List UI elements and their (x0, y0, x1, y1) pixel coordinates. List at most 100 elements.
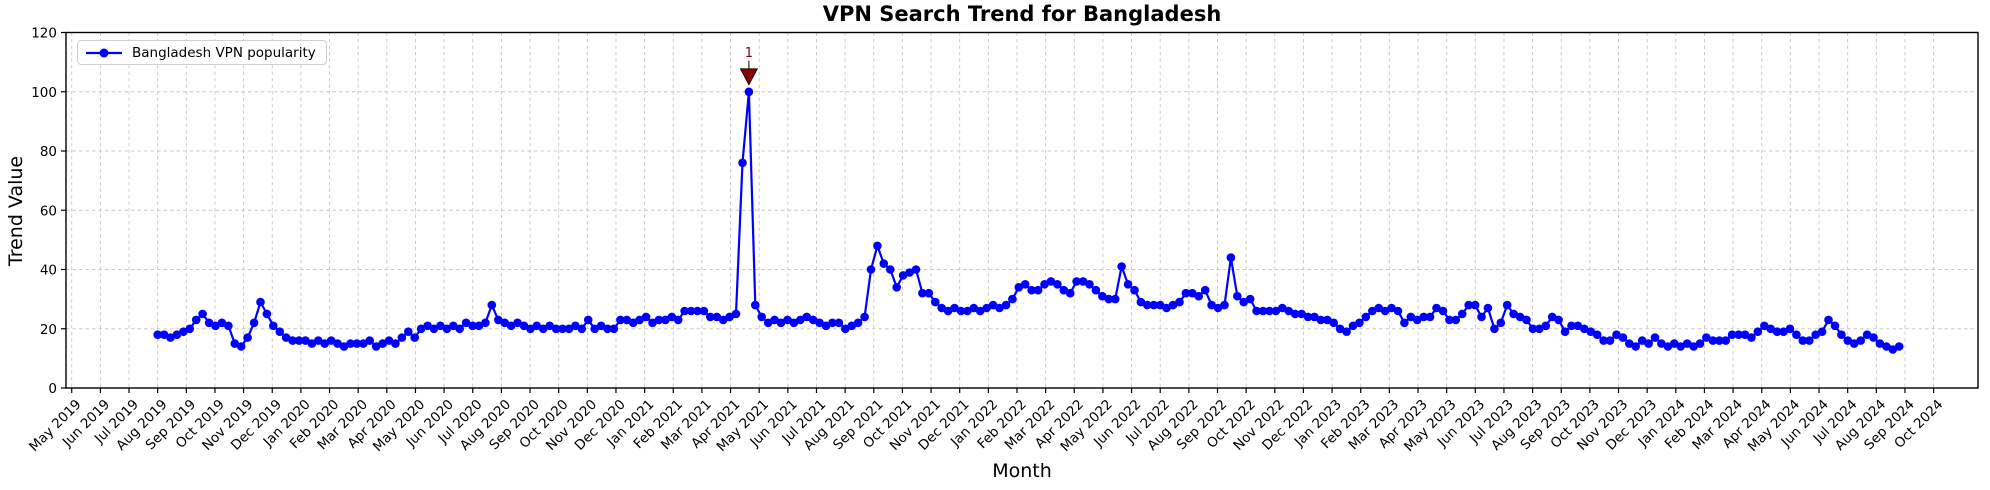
data-point-marker (1194, 291, 1203, 301)
data-point-marker (1580, 324, 1589, 334)
data-point-marker (1200, 285, 1210, 295)
data-point-marker (969, 303, 979, 313)
data-point-marker (166, 333, 175, 342)
data-point-marker (1625, 339, 1634, 348)
data-point-marker (1027, 285, 1036, 295)
data-point-marker (1875, 339, 1885, 348)
data-point-marker (526, 324, 535, 334)
data-point-marker (1271, 306, 1281, 316)
data-point-marker (191, 315, 201, 325)
data-point-marker (1670, 339, 1679, 348)
data-point-marker (751, 300, 760, 310)
data-point-marker (776, 318, 786, 328)
data-point-marker (1708, 336, 1718, 345)
data-point-marker (1104, 294, 1114, 304)
data-point-marker (1676, 342, 1685, 351)
y-tick-label: 40 (40, 263, 57, 279)
data-point-marker (1824, 315, 1833, 325)
data-point-marker (359, 339, 368, 348)
data-point-marker (789, 318, 799, 328)
data-point-marker (1040, 280, 1049, 289)
y-tick-label: 80 (40, 144, 57, 160)
data-point-marker (1760, 321, 1769, 331)
data-point-marker (1817, 327, 1827, 337)
y-tick-label: 120 (31, 26, 57, 42)
data-point-marker (590, 324, 599, 334)
data-point-marker (1303, 312, 1313, 322)
data-point-marker (648, 318, 657, 328)
data-point-marker (706, 312, 715, 322)
data-point-marker (577, 324, 587, 334)
data-point-marker (153, 330, 162, 340)
data-point-marker (1425, 312, 1435, 322)
data-point-marker (1245, 294, 1255, 304)
data-point-marker (1008, 294, 1017, 304)
data-point-marker (712, 312, 722, 322)
data-point-marker (937, 303, 946, 313)
data-point-marker (217, 318, 227, 328)
data-point-marker (269, 321, 278, 331)
data-point-marker (468, 321, 477, 331)
data-point-marker (1014, 283, 1024, 292)
data-point-marker (506, 321, 516, 331)
data-point-marker (1412, 315, 1422, 325)
data-point-marker (1766, 324, 1775, 334)
data-point-marker (1689, 342, 1698, 351)
data-point-marker (1830, 321, 1840, 331)
data-point-marker (802, 312, 811, 322)
data-point-marker (1335, 324, 1345, 334)
legend-label: Bangladesh VPN popularity (132, 44, 316, 61)
data-point-marker (1123, 280, 1133, 289)
data-point-marker (950, 303, 959, 313)
data-point-marker (1682, 339, 1692, 348)
data-point-marker (1348, 321, 1358, 331)
data-point-marker (275, 327, 285, 337)
y-axis-label: Trend Value (5, 155, 27, 267)
data-point-marker (243, 333, 252, 342)
data-point-marker (1612, 330, 1621, 340)
chart-title: VPN Search Trend for Bangladesh (822, 2, 1222, 26)
data-point-marker (1605, 336, 1615, 345)
data-point-marker (1715, 336, 1724, 345)
data-point-marker (1098, 291, 1107, 301)
data-point-marker (956, 306, 966, 316)
data-point-marker (1464, 300, 1473, 310)
data-point-marker (326, 336, 336, 345)
data-point-marker (898, 271, 908, 280)
data-point-marker (1849, 339, 1859, 348)
data-point-marker (1065, 288, 1075, 298)
data-point-marker (808, 315, 818, 325)
y-tick-label: 0 (48, 381, 57, 397)
data-point-marker (757, 312, 766, 322)
data-point-marker (1477, 312, 1486, 322)
data-point-marker (1258, 306, 1268, 316)
data-point-marker (211, 321, 220, 331)
data-point-marker (1451, 315, 1461, 325)
trend-line (157, 90, 1900, 351)
data-point-marker (429, 324, 439, 334)
data-point-marker (1792, 330, 1801, 340)
data-point-marker (1053, 280, 1062, 289)
data-point-marker (828, 318, 837, 328)
y-tick-label: 100 (31, 85, 57, 101)
data-point-marker (1380, 306, 1390, 316)
data-point-marker (731, 309, 741, 319)
data-point-marker (866, 265, 876, 274)
data-point-marker (815, 318, 824, 328)
data-point-marker (404, 327, 413, 337)
data-point-marker (873, 241, 882, 251)
data-point-marker (1586, 327, 1596, 337)
x-axis-label: Month (992, 460, 1052, 482)
data-point-marker (339, 342, 349, 351)
data-point-marker (1567, 321, 1576, 331)
data-point-marker (1316, 315, 1326, 325)
data-point-marker (783, 315, 792, 325)
data-point-marker (834, 318, 844, 328)
data-point-marker (494, 315, 503, 325)
data-point-marker (1490, 324, 1499, 334)
data-point-marker (288, 336, 297, 345)
legend: Bangladesh VPN popularity (77, 40, 327, 65)
data-point-marker (931, 297, 940, 307)
data-point-marker (1862, 330, 1872, 340)
